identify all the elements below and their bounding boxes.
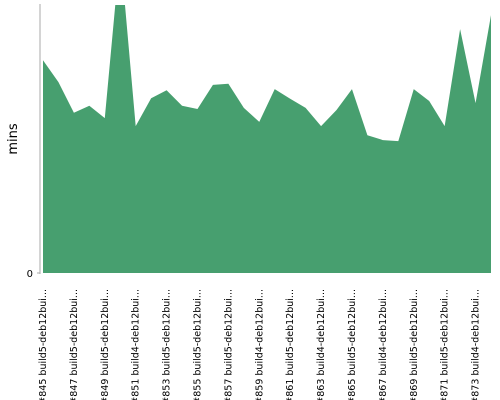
x-tick-label: #871 build5-deb12bui... xyxy=(440,289,451,400)
y-axis-label: mins xyxy=(6,123,21,155)
x-tick-label: #847 build5-deb12bui... xyxy=(69,289,80,400)
x-tick-label: #849 build5-deb12bui... xyxy=(100,289,111,400)
x-tick-label: #861 build5-deb12bui... xyxy=(285,289,296,400)
x-tick-label: #845 build5-deb12bui... xyxy=(38,289,49,400)
x-tick-label: #853 build5-deb12bui... xyxy=(162,289,173,400)
x-tick-label: #859 build4-deb12bui... xyxy=(254,289,265,400)
x-tick-label: #869 build5-deb12bui... xyxy=(409,289,420,400)
x-tick-label: #865 build5-deb12bui... xyxy=(347,289,358,400)
x-tick-label: #851 build4-deb12bui... xyxy=(131,289,142,400)
y-tick-label: 0 xyxy=(27,269,33,280)
x-tick-label: #855 build5-deb12bui... xyxy=(192,289,203,400)
x-tick-label: #863 build4-deb12bui... xyxy=(316,289,327,400)
area xyxy=(43,5,491,273)
x-tick-label: #873 build4-deb12bui... xyxy=(471,289,482,400)
x-tick-label: #867 build4-deb12bui... xyxy=(378,289,389,400)
x-tick-label: #857 build5-deb12bui... xyxy=(223,289,234,400)
